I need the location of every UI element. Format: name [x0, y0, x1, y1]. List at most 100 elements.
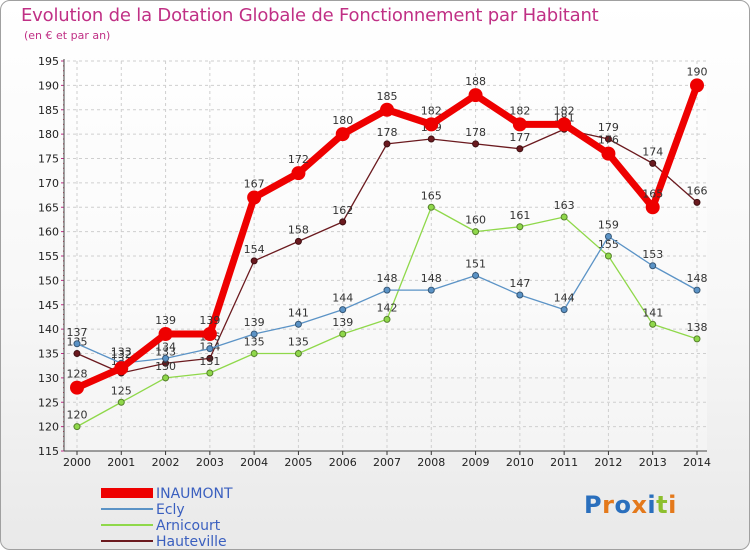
data-point-inaumont	[690, 78, 704, 93]
x-tick-label: 2005	[284, 456, 312, 469]
data-label-ecly: 148	[421, 272, 442, 285]
data-point-ecly	[250, 330, 258, 338]
data-point-arnicourt	[117, 398, 125, 406]
data-label-hauteville: 158	[288, 223, 309, 236]
y-tick-label: 155	[38, 250, 59, 263]
data-label-ecly: 153	[642, 248, 663, 261]
y-tick-label: 165	[38, 201, 59, 214]
x-tick-label: 2001	[107, 456, 135, 469]
data-label-hauteville: 174	[642, 145, 663, 158]
data-point-arnicourt	[693, 335, 701, 343]
legend-label-hauteville: Hauteville	[156, 534, 227, 549]
data-label-inaumont: 182	[554, 104, 575, 117]
y-tick-label: 185	[38, 104, 59, 117]
data-label-ecly: 134	[155, 340, 176, 353]
data-point-arnicourt	[427, 203, 435, 211]
data-point-ecly	[339, 306, 347, 314]
data-label-arnicourt: 142	[377, 301, 398, 314]
data-point-ecly	[604, 233, 612, 240]
data-label-ecly: 148	[377, 272, 398, 285]
data-label-ecly: 144	[332, 292, 353, 305]
data-label-ecly: 159	[598, 219, 619, 232]
chart-title: Evolution de la Dotation Globale de Fonc…	[21, 5, 599, 26]
data-label-arnicourt: 130	[155, 360, 176, 373]
data-point-inaumont	[70, 380, 84, 395]
data-point-hauteville	[427, 135, 435, 143]
data-point-hauteville	[516, 145, 524, 153]
data-point-ecly	[206, 345, 214, 353]
data-label-hauteville: 133	[155, 345, 176, 358]
data-label-ecly: 147	[509, 277, 530, 290]
data-label-arnicourt: 161	[509, 209, 530, 222]
data-label-inaumont: 182	[509, 104, 530, 117]
data-point-inaumont	[512, 117, 527, 132]
data-label-arnicourt: 131	[199, 355, 220, 368]
y-tick-label: 120	[38, 421, 59, 434]
data-label-ecly: 139	[244, 316, 265, 329]
data-point-hauteville	[604, 135, 612, 143]
x-tick-label: 2004	[240, 456, 268, 469]
data-point-inaumont	[291, 166, 306, 181]
data-label-arnicourt: 160	[465, 214, 486, 227]
x-tick-label: 2011	[550, 456, 578, 469]
data-point-ecly	[649, 262, 657, 270]
data-point-arnicourt	[294, 350, 302, 357]
data-point-arnicourt	[560, 213, 568, 221]
data-point-inaumont	[247, 190, 262, 205]
data-label-inaumont: 190	[687, 65, 708, 78]
data-point-ecly	[472, 272, 480, 279]
data-point-arnicourt	[516, 223, 524, 231]
x-tick-label: 2013	[639, 456, 667, 469]
chart-subtitle: (en € et par an)	[24, 29, 111, 42]
data-point-hauteville	[73, 350, 81, 357]
data-point-arnicourt	[383, 315, 391, 323]
x-tick-label: 2012	[594, 456, 622, 469]
data-label-inaumont: 172	[288, 153, 309, 166]
data-point-arnicourt	[206, 369, 214, 377]
x-tick-label: 2009	[462, 456, 490, 469]
data-label-hauteville: 177	[509, 131, 530, 144]
data-point-inaumont	[468, 88, 483, 103]
data-point-inaumont	[645, 200, 660, 215]
y-tick-label: 160	[38, 226, 59, 239]
logo-letter: x	[631, 491, 648, 519]
data-label-inaumont: 128	[67, 368, 88, 381]
data-point-inaumont	[380, 102, 394, 117]
data-label-inaumont: 185	[377, 90, 398, 103]
x-tick-label: 2008	[417, 456, 445, 469]
proxiti-logo: Proxiti	[584, 491, 677, 519]
data-point-arnicourt	[649, 320, 657, 328]
data-label-ecly: 141	[288, 306, 309, 319]
data-point-arnicourt	[250, 350, 258, 357]
data-point-ecly	[383, 286, 391, 294]
data-label-ecly: 144	[554, 292, 575, 305]
legend-label-ecly: Ecly	[156, 502, 185, 518]
data-point-inaumont	[601, 146, 616, 161]
data-label-hauteville: 166	[687, 184, 708, 197]
data-point-hauteville	[383, 140, 391, 148]
data-label-arnicourt: 163	[554, 199, 575, 212]
data-label-hauteville: 154	[244, 243, 265, 256]
y-tick-label: 180	[38, 128, 59, 141]
data-point-hauteville	[472, 140, 480, 148]
data-point-arnicourt	[339, 330, 347, 338]
data-label-arnicourt: 120	[67, 409, 88, 422]
data-point-arnicourt	[472, 228, 480, 236]
y-tick-label: 170	[38, 177, 59, 190]
data-point-hauteville	[250, 257, 258, 265]
logo-letter: t	[656, 491, 669, 519]
data-label-inaumont: 132	[111, 348, 132, 361]
data-label-hauteville: 178	[465, 126, 486, 139]
data-point-inaumont	[424, 117, 439, 132]
data-label-arnicourt: 141	[642, 306, 663, 319]
logo-letter: o	[614, 491, 632, 519]
data-label-ecly: 148	[687, 272, 708, 285]
data-label-hauteville: 179	[598, 121, 619, 134]
legend-label-inaumont: INAUMONT	[156, 486, 233, 502]
y-tick-label: 130	[38, 372, 59, 385]
data-point-inaumont	[158, 327, 173, 341]
data-label-inaumont: 188	[465, 75, 486, 88]
data-point-inaumont	[335, 127, 350, 142]
data-label-ecly: 151	[465, 258, 486, 271]
